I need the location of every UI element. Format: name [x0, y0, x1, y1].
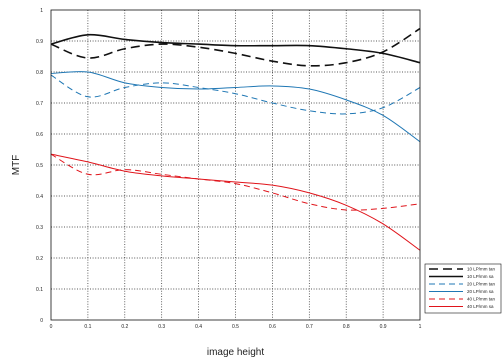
- y-tick-label: 1: [40, 8, 43, 14]
- legend-label: 40 LP/mm tan: [467, 297, 496, 302]
- x-axis-label: image height: [207, 347, 264, 358]
- tick-labels: 0 0.1 0.2 0.3 0.4 0.5 0.6 0.7 0.8 0.9 1 0 0.1 0.2 0.3 0…: [36, 8, 422, 330]
- y-tick-label: 0.5: [36, 163, 43, 169]
- series-line-20-lp-mm-tan: [50, 74, 421, 115]
- x-tick-label: 0: [50, 324, 53, 330]
- y-tick-label: 0.4: [36, 194, 43, 200]
- x-tick-label: 1: [419, 324, 422, 330]
- legend-item: 10 LP/mm tan: [429, 267, 496, 272]
- x-tick-label: 0.3: [158, 324, 165, 330]
- grid: [51, 10, 420, 320]
- legend-item: 20 LP/mm tan: [429, 282, 496, 287]
- y-tick-label: 0.8: [36, 70, 43, 76]
- legend-item: 20 LP/mm sa: [429, 289, 494, 294]
- y-tick-label: 0.7: [36, 101, 43, 107]
- legend-item: 40 LP/mm sa: [429, 304, 494, 309]
- legend-label: 40 LP/mm sa: [467, 304, 494, 309]
- series-lines: [50, 27, 421, 251]
- x-tick-label: 0.1: [84, 324, 91, 330]
- series-line-20-lp-mm-sa: [50, 71, 421, 143]
- y-tick-label: 0.6: [36, 132, 43, 138]
- y-axis-label: MTF: [11, 155, 22, 176]
- x-tick-label: 0.5: [232, 324, 239, 330]
- series-line-10-lp-mm-tan: [50, 27, 421, 67]
- legend-label: 10 LP/mm tan: [467, 267, 496, 272]
- x-tick-label: 0.8: [343, 324, 350, 330]
- legend-label: 10 LP/mm sa: [467, 274, 494, 279]
- series-line-40-lp-mm-sa: [50, 153, 421, 251]
- legend: 10 LP/mm tan 10 LP/mm sa 20 LP/mm tan 20 LP…: [424, 263, 502, 314]
- legend-item: 40 LP/mm tan: [429, 297, 496, 302]
- legend-label: 20 LP/mm tan: [467, 282, 496, 287]
- series-line-10-lp-mm-sa: [50, 33, 421, 64]
- x-tick-label: 0.9: [380, 324, 387, 330]
- y-tick-label: 0.9: [36, 39, 43, 45]
- y-tick-label: 0.3: [36, 225, 43, 231]
- x-tick-label: 0.6: [269, 324, 276, 330]
- x-tick-label: 0.2: [121, 324, 128, 330]
- legend-box: [424, 263, 502, 314]
- plot-frame: [50, 9, 421, 321]
- y-tick-label: 0.1: [36, 287, 43, 293]
- x-tick-label: 0.7: [306, 324, 313, 330]
- legend-label: 20 LP/mm sa: [467, 289, 494, 294]
- legend-item: 10 LP/mm sa: [429, 274, 494, 279]
- y-tick-label: 0: [40, 318, 43, 324]
- y-tick-label: 0.2: [36, 256, 43, 262]
- x-tick-label: 0.4: [195, 324, 202, 330]
